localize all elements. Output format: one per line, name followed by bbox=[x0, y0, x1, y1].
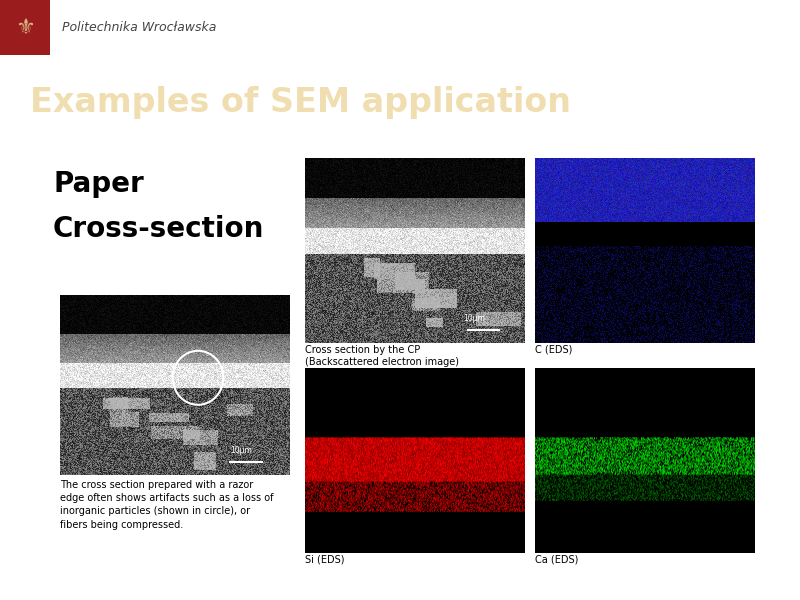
Text: Examples of SEM application: Examples of SEM application bbox=[30, 86, 571, 119]
Text: 10μm: 10μm bbox=[230, 446, 252, 455]
Text: Cross section by the CP
(Backscattered electron image): Cross section by the CP (Backscattered e… bbox=[305, 345, 459, 367]
Text: Politechnika Wrocławska: Politechnika Wrocławska bbox=[62, 21, 216, 34]
Text: Paper: Paper bbox=[53, 170, 144, 198]
Text: Cross-section: Cross-section bbox=[53, 215, 264, 243]
Text: C (EDS): C (EDS) bbox=[535, 345, 572, 355]
Text: The cross section prepared with a razor
edge often shows artifacts such as a los: The cross section prepared with a razor … bbox=[60, 480, 274, 530]
Text: Si (EDS): Si (EDS) bbox=[305, 555, 345, 565]
Text: ⚜: ⚜ bbox=[15, 17, 35, 37]
Text: Ca (EDS): Ca (EDS) bbox=[535, 555, 578, 565]
Text: 10μm: 10μm bbox=[463, 314, 486, 323]
Bar bbox=[0, 0, 50, 55]
